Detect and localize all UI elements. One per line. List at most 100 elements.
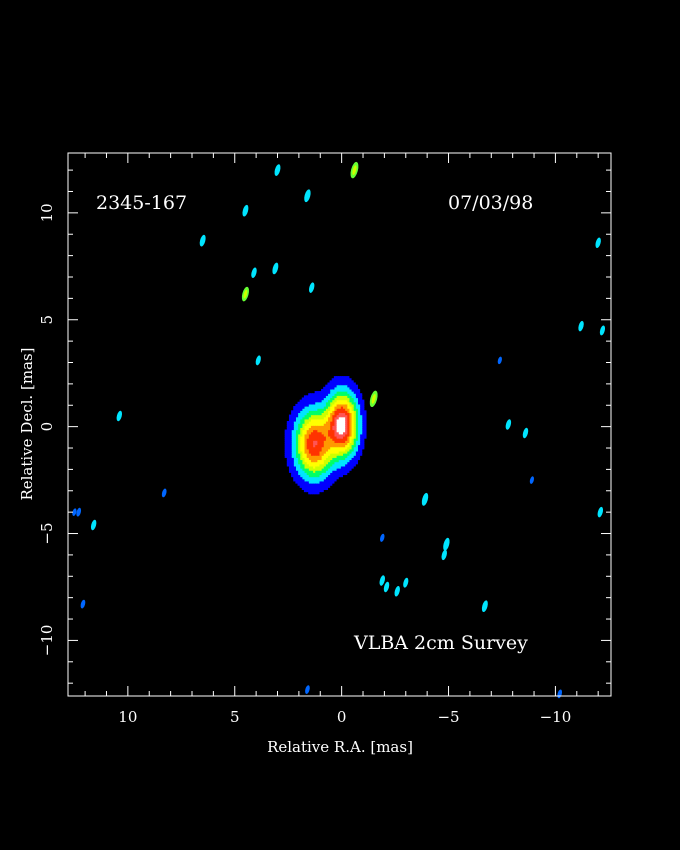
intensity-cell	[318, 444, 322, 448]
intensity-cell	[350, 446, 354, 450]
intensity-cell	[316, 423, 320, 426]
intensity-cell	[355, 395, 358, 399]
intensity-cell	[301, 455, 305, 458]
intensity-cell	[288, 457, 292, 461]
intensity-cell	[340, 459, 344, 463]
intensity-cell	[310, 468, 314, 471]
intensity-cell	[327, 425, 331, 429]
x-tick-label: −10	[540, 708, 572, 726]
intensity-cell	[357, 401, 361, 405]
intensity-cell	[293, 465, 296, 469]
intensity-cell	[314, 416, 318, 420]
intensity-cell	[288, 425, 292, 429]
intensity-cell	[295, 408, 299, 411]
intensity-cell	[314, 433, 318, 437]
intensity-cell	[353, 401, 356, 405]
intensity-cell	[338, 438, 341, 441]
intensity-cell	[301, 472, 305, 476]
intensity-cell	[318, 425, 322, 429]
intensity-cell	[299, 461, 303, 465]
intensity-cell	[306, 410, 309, 414]
intensity-cell	[286, 450, 290, 454]
intensity-cell	[325, 401, 329, 405]
intensity-cell	[323, 406, 326, 409]
intensity-cell	[308, 395, 311, 399]
intensity-cell	[342, 440, 346, 443]
intensity-cell	[297, 403, 301, 407]
intensity-cell	[291, 429, 294, 433]
intensity-cell	[291, 465, 294, 469]
intensity-cell	[321, 465, 324, 469]
intensity-cell	[329, 440, 333, 443]
intensity-cell	[355, 435, 358, 439]
intensity-cell	[284, 446, 288, 450]
intensity-cell	[325, 408, 329, 411]
intensity-cell	[342, 448, 346, 452]
noise-spot	[497, 356, 502, 365]
intensity-cell	[348, 455, 352, 458]
intensity-cell	[284, 453, 288, 456]
intensity-cell	[342, 427, 346, 431]
intensity-cell	[331, 476, 335, 480]
intensity-cell	[301, 457, 305, 461]
intensity-cell	[306, 446, 309, 450]
intensity-cell	[325, 485, 329, 488]
intensity-cell	[321, 433, 324, 437]
intensity-cell	[295, 472, 299, 476]
intensity-cell	[329, 425, 333, 429]
intensity-cell	[312, 482, 316, 486]
intensity-cell	[323, 440, 326, 443]
noise-spot	[242, 204, 249, 217]
intensity-cell	[344, 399, 348, 403]
intensity-cell	[325, 476, 329, 480]
intensity-cell	[331, 440, 335, 443]
intensity-cell	[327, 386, 331, 390]
intensity-cell	[286, 459, 290, 463]
intensity-cell	[306, 465, 309, 469]
intensity-cell	[303, 435, 307, 439]
intensity-cell	[301, 438, 305, 441]
intensity-cell	[325, 425, 329, 429]
intensity-cell	[327, 482, 331, 486]
intensity-cell	[310, 427, 314, 431]
intensity-cell	[329, 455, 333, 458]
intensity-cell	[338, 420, 341, 424]
intensity-cell	[338, 414, 341, 418]
intensity-cell	[288, 470, 292, 473]
intensity-cell	[350, 459, 354, 463]
intensity-cell	[331, 450, 335, 454]
intensity-cell	[308, 468, 311, 471]
intensity-cell	[329, 459, 333, 463]
intensity-cell	[335, 423, 339, 426]
intensity-cell	[316, 472, 320, 476]
intensity-cell	[321, 416, 324, 420]
intensity-cell	[323, 412, 326, 416]
intensity-cell	[344, 438, 348, 441]
intensity-cell	[357, 435, 361, 439]
intensity-cell	[318, 429, 322, 433]
intensity-cell	[312, 393, 316, 396]
x-axis-label: Relative R.A. [mas]	[267, 738, 413, 756]
noise-spot	[522, 427, 529, 439]
intensity-cell	[318, 438, 322, 441]
intensity-cell	[344, 388, 348, 392]
intensity-cell	[293, 438, 296, 441]
intensity-cell	[340, 401, 344, 405]
intensity-cell	[323, 480, 326, 484]
intensity-cell	[355, 433, 358, 437]
intensity-cell	[314, 457, 318, 461]
intensity-cell	[333, 418, 337, 422]
intensity-cell	[327, 431, 331, 435]
intensity-cell	[357, 429, 361, 433]
intensity-cell	[325, 457, 329, 461]
intensity-cell	[308, 440, 311, 443]
intensity-cell	[308, 459, 311, 463]
intensity-cell	[344, 408, 348, 411]
intensity-cell	[303, 446, 307, 450]
intensity-cell	[288, 433, 292, 437]
intensity-cell	[335, 391, 339, 394]
intensity-cell	[340, 380, 344, 384]
intensity-cell	[333, 386, 337, 390]
intensity-cell	[284, 440, 288, 443]
noise-spot	[505, 419, 512, 430]
